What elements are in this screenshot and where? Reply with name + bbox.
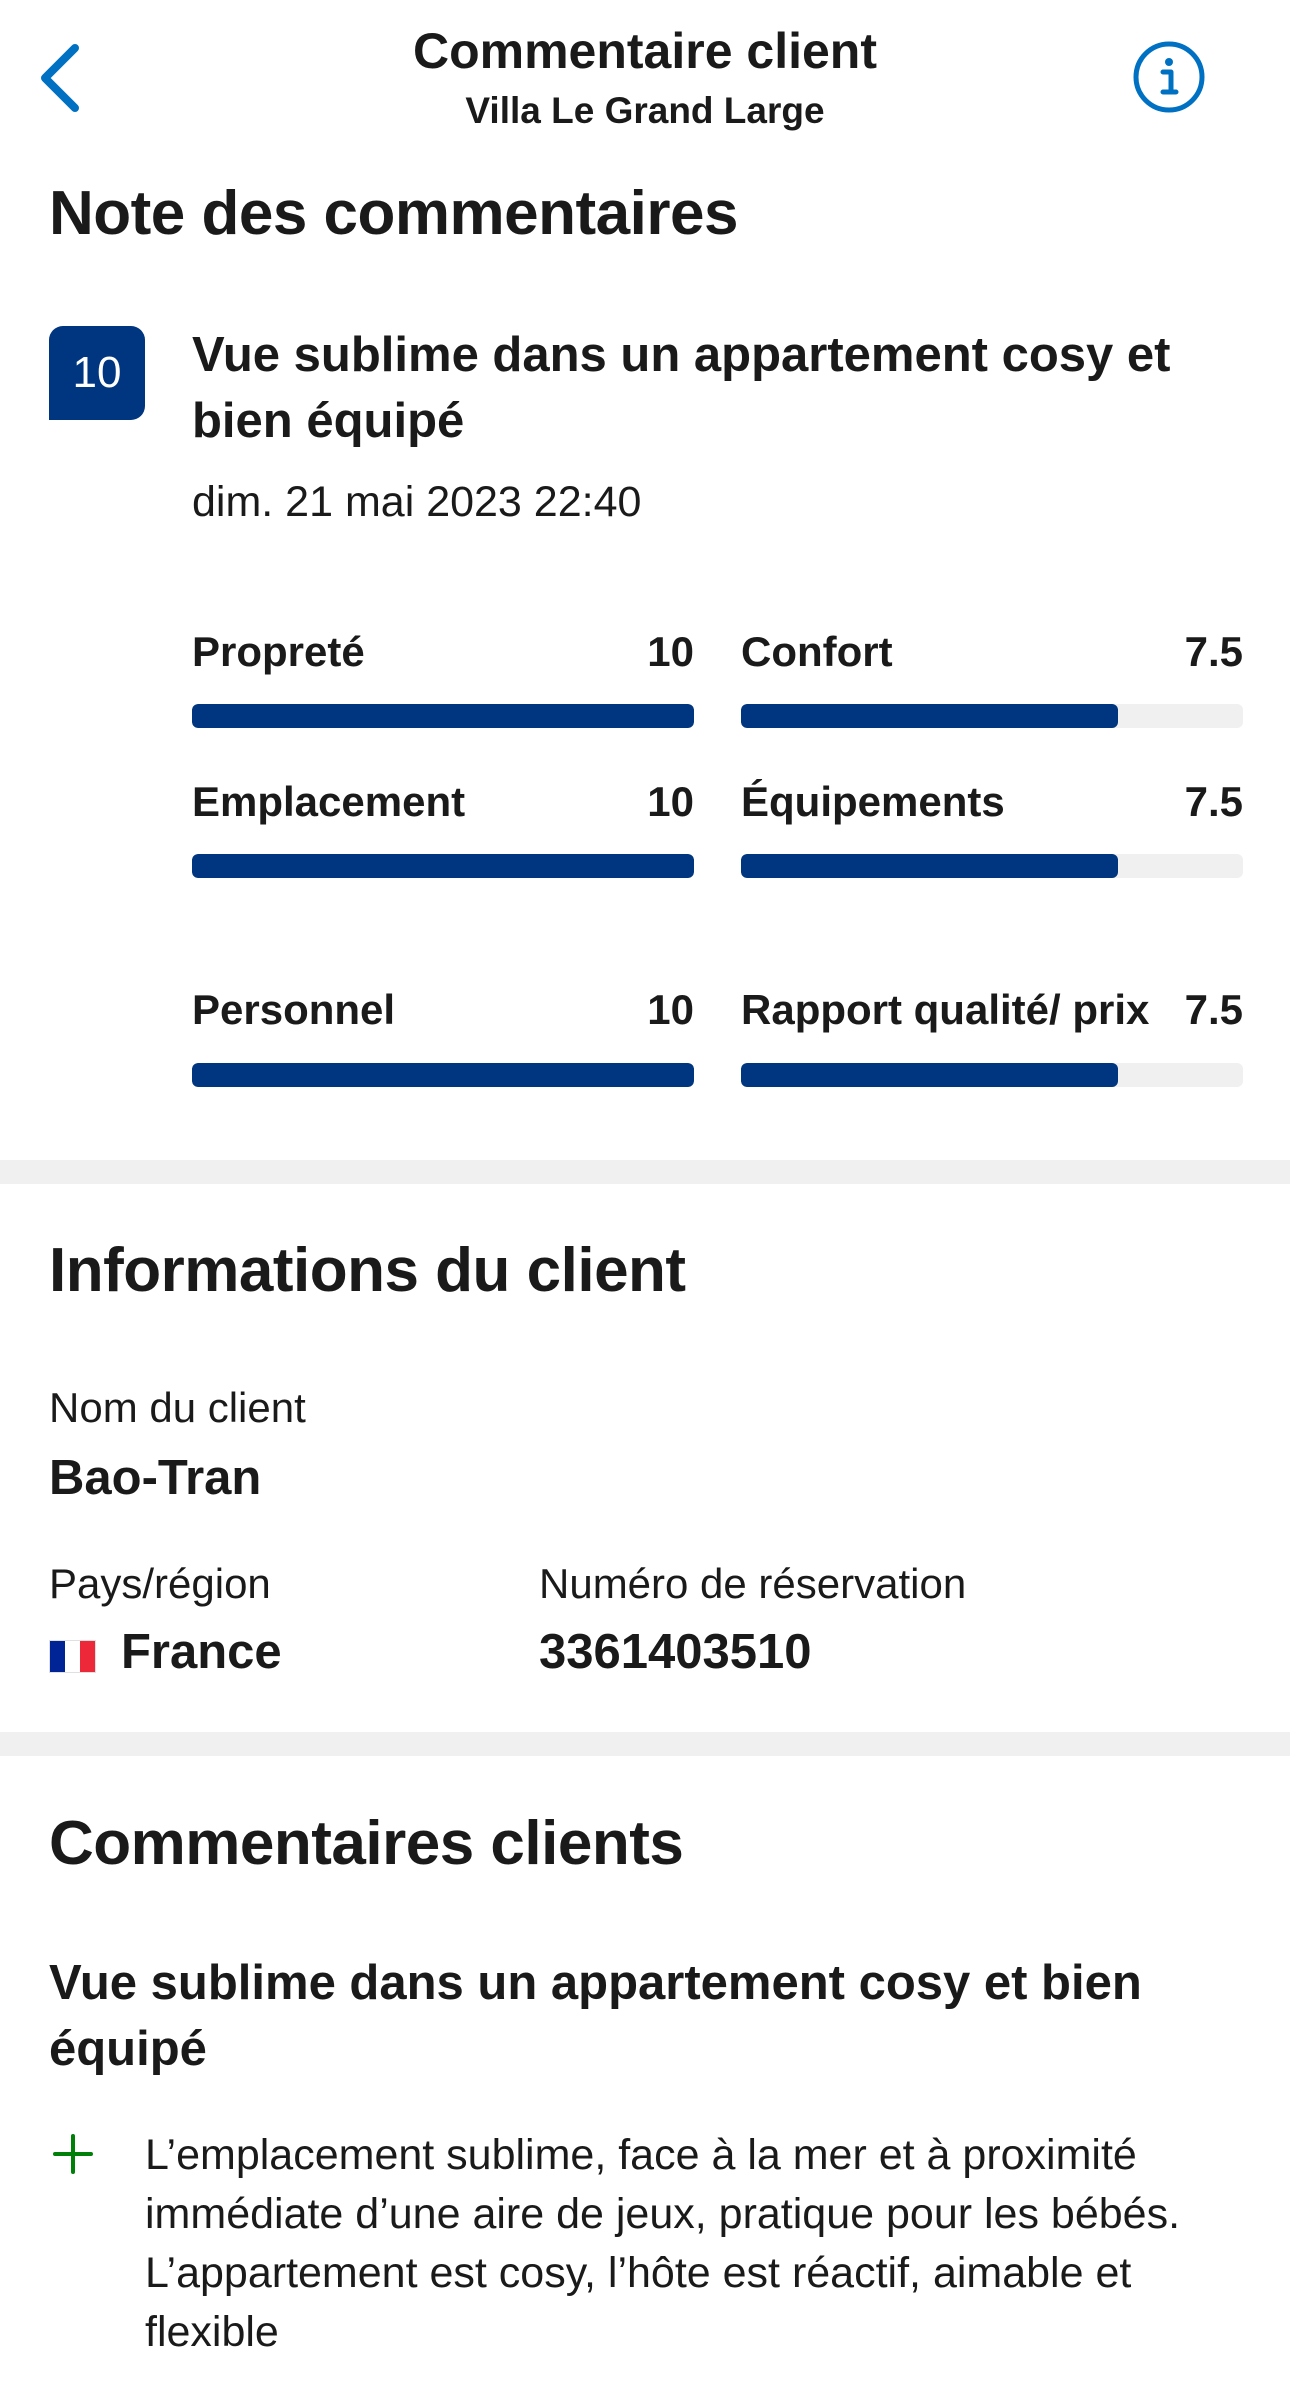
rating-bar-fill xyxy=(741,1063,1118,1087)
rating-value: 7.5 xyxy=(1184,986,1243,1033)
rating-bar xyxy=(192,854,694,878)
rating-label: Rapport qualité/ prix xyxy=(741,986,1150,1033)
chevron-left-icon xyxy=(41,43,79,112)
rating-comfort: Confort 7.5 xyxy=(741,622,1243,728)
section-divider xyxy=(0,1732,1290,1756)
property-name: Villa Le Grand Large xyxy=(465,90,825,131)
score-badge: 10 xyxy=(49,326,145,420)
rating-cleanliness: Propreté 10 xyxy=(192,622,694,728)
rating-bar xyxy=(741,854,1243,878)
rating-facilities: Équipements 7.5 xyxy=(741,772,1243,878)
info-button[interactable] xyxy=(1130,38,1208,116)
rating-location: Emplacement 10 xyxy=(192,772,694,878)
rating-bar xyxy=(192,704,694,728)
comment-title: Vue sublime dans un appartement cosy et … xyxy=(49,1956,1142,2076)
rating-value-for-money: Rapport qualité/ prix 7.5 xyxy=(741,920,1243,1087)
rating-label: Emplacement xyxy=(192,778,466,825)
info-icon xyxy=(1133,41,1205,113)
rating-bar xyxy=(192,1063,694,1087)
rating-bar-fill xyxy=(741,854,1118,878)
rating-bar-fill xyxy=(192,1063,694,1087)
page-title: Commentaire client xyxy=(412,23,877,79)
rating-label: Confort xyxy=(741,628,893,675)
review-date: dim. 21 mai 2023 22:40 xyxy=(192,478,642,526)
guest-name-value: Bao-Tran xyxy=(49,1451,262,1505)
guest-comments-heading: Commentaires clients xyxy=(49,1809,684,1878)
rating-value: 7.5 xyxy=(1184,628,1243,675)
plus-icon xyxy=(53,2134,93,2174)
rating-value: 10 xyxy=(647,628,694,675)
header: Commentaire client Villa Le Grand Large xyxy=(0,0,1290,150)
country-value: France xyxy=(121,1625,282,1679)
review-score-heading: Note des commentaires xyxy=(49,179,738,248)
rating-bar xyxy=(741,704,1243,728)
positive-comment-text: L’emplacement sublime, face à la mer et … xyxy=(145,2131,1181,2356)
guest-info-heading: Informations du client xyxy=(49,1236,686,1305)
france-flag-icon xyxy=(49,1640,96,1673)
rating-bar xyxy=(741,1063,1243,1087)
rating-label: Personnel xyxy=(192,986,396,1033)
rating-bar-fill xyxy=(192,704,694,728)
rating-label: Propreté xyxy=(192,628,365,675)
booking-number-label: Numéro de réservation xyxy=(539,1560,967,1607)
section-divider xyxy=(0,1160,1290,1184)
guest-name-label: Nom du client xyxy=(49,1384,306,1431)
rating-bar-fill xyxy=(741,704,1118,728)
rating-staff: Personnel 10 xyxy=(192,980,694,1087)
back-button[interactable] xyxy=(30,35,90,120)
country-label: Pays/région xyxy=(49,1560,271,1607)
rating-value: 10 xyxy=(647,778,694,825)
rating-value: 7.5 xyxy=(1184,778,1243,825)
review-title: Vue sublime dans un appartement cosy et … xyxy=(192,328,1171,448)
rating-bar-fill xyxy=(192,854,694,878)
rating-label: Équipements xyxy=(741,778,1005,825)
rating-value: 10 xyxy=(647,986,694,1033)
booking-number-value: 3361403510 xyxy=(539,1625,812,1679)
